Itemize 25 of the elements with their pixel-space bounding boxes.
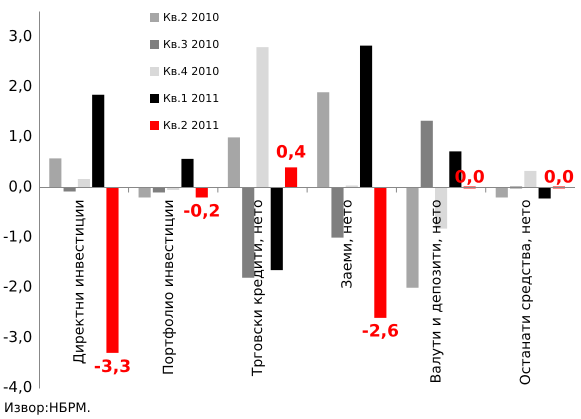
y-tick-label: 1,0	[8, 127, 32, 146]
y-tick-label: -4,0	[2, 378, 32, 396]
x-tick-label: Директни инвестиции	[72, 199, 88, 364]
y-tick-label: 3,0	[8, 26, 32, 45]
y-tick-label: -1,0	[2, 227, 32, 246]
data-label: 0,0	[544, 167, 574, 188]
data-label: 0,4	[276, 142, 306, 162]
data-label: -2,6	[362, 322, 399, 342]
x-tick-label: Останати средства, нето	[518, 199, 534, 386]
y-tick-label: 0,0	[8, 177, 32, 196]
y-tick-label: -2,0	[2, 278, 32, 296]
text: Извор:НБРМ.	[4, 401, 91, 416]
x-tick-label: Трговски кредити, нето	[250, 199, 266, 378]
legend-label: Кв.4 2010	[163, 65, 220, 78]
data-label: -0,2	[183, 201, 220, 222]
legend-label: Кв.1 2011	[163, 92, 220, 105]
legend-label: Кв.2 2010	[163, 11, 220, 24]
legend-label: Кв.3 2010	[163, 38, 220, 51]
x-tick-label: Портфолио инвестиции	[160, 199, 177, 375]
x-tick-label: Валути и депозити, нето	[428, 199, 445, 384]
y-tick-label: 2,0	[8, 77, 32, 96]
legend-label: Кв.2 2011	[163, 119, 220, 132]
y-tick-label: -3,0	[2, 328, 32, 346]
data-label: -3,3	[94, 356, 132, 377]
x-tick-label: Заеми, нето	[339, 199, 356, 289]
